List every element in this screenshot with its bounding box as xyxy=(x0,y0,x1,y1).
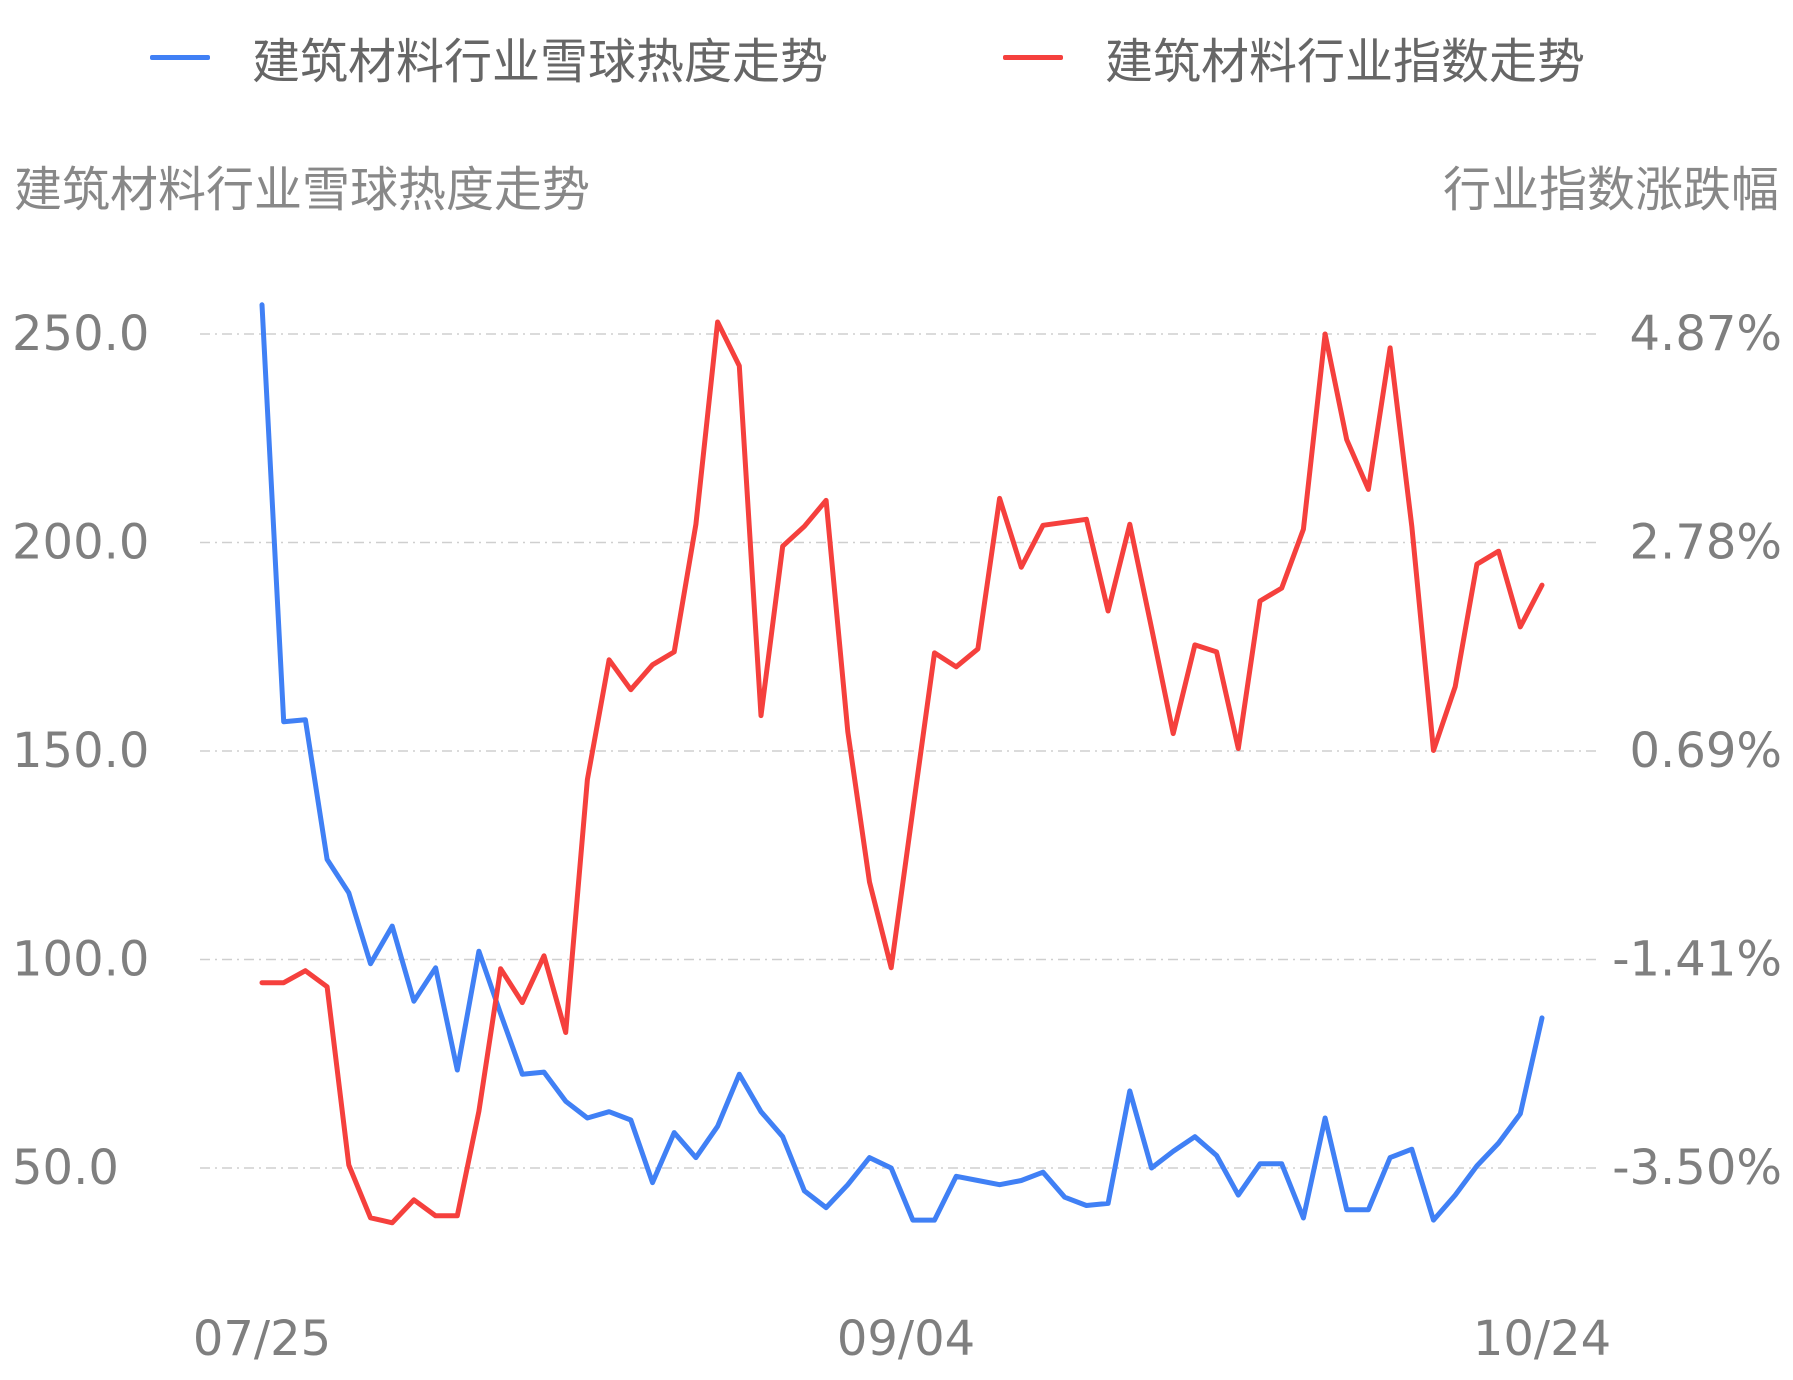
legend-item-index[interactable]: 建筑材料行业指数走势 xyxy=(1003,22,1585,92)
x-axis-ticks: 07/25 09/04 10/24 xyxy=(193,1311,1611,1367)
right-tick-label: -1.41% xyxy=(1612,932,1782,988)
right-axis-ticks: 4.87% 2.78% 0.69% -1.41% -3.50% xyxy=(1612,306,1782,1196)
legend-index-label: 建筑材料行业指数走势 xyxy=(1105,34,1586,90)
chart-legend: 建筑材料行业雪球热度走势 建筑材料行业指数走势 xyxy=(0,22,1793,92)
x-tick-label: 10/24 xyxy=(1473,1311,1611,1367)
right-axis-title: 行业指数涨跌幅 xyxy=(1442,162,1779,218)
left-axis-title: 建筑材料行业雪球热度走势 xyxy=(14,162,591,218)
left-tick-label: 150.0 xyxy=(12,723,149,779)
right-tick-label: -3.50% xyxy=(1612,1140,1782,1196)
series-line-index xyxy=(259,319,1545,1226)
legend-heat-label: 建筑材料行业雪球热度走势 xyxy=(252,34,829,90)
x-tick-label: 07/25 xyxy=(193,1311,331,1367)
left-tick-label: 100.0 xyxy=(12,932,149,988)
left-tick-label: 50.0 xyxy=(12,1140,119,1196)
left-tick-label: 200.0 xyxy=(12,515,149,571)
right-tick-label: 2.78% xyxy=(1630,515,1782,571)
grid-lines xyxy=(200,333,1600,1169)
left-tick-label: 250.0 xyxy=(12,306,149,362)
right-tick-label: 4.87% xyxy=(1630,306,1782,362)
right-tick-label: 0.69% xyxy=(1630,723,1782,779)
series-line-heat xyxy=(259,302,1545,1223)
legend-index-swatch xyxy=(1003,54,1063,60)
legend-heat-swatch xyxy=(150,54,210,60)
x-tick-label: 09/04 xyxy=(837,1311,975,1367)
series-lines xyxy=(259,302,1545,1226)
left-axis-ticks: 250.0 200.0 150.0 100.0 50.0 xyxy=(12,306,149,1196)
legend-item-heat[interactable]: 建筑材料行业雪球热度走势 xyxy=(150,22,828,92)
